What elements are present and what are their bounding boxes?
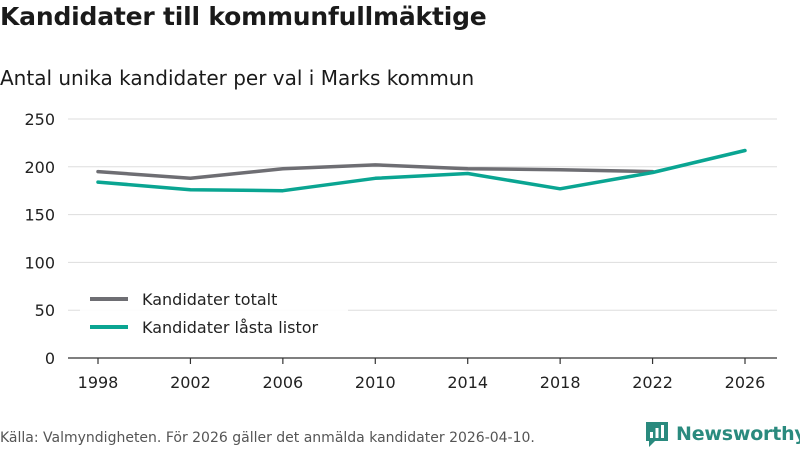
x-tick-label: 2018 [540,373,581,392]
legend-label: Kandidater totalt [142,290,277,309]
y-tick-label: 150 [24,206,55,225]
y-tick-label: 0 [45,349,55,368]
y-tick-label: 200 [24,158,55,177]
x-tick-label: 1998 [78,373,119,392]
x-tick-label: 2014 [447,373,488,392]
y-tick-label: 50 [35,301,55,320]
x-tick-label: 2026 [725,373,766,392]
series-line-kandidater-totalt [96,163,655,181]
newsworthy-logo: Newsworthy [644,420,800,448]
chart-title: Kandidater till kommunfullmäktige [0,2,487,31]
source-note: Källa: Valmyndigheten. För 2026 gäller d… [0,430,535,446]
newsworthy-logo-icon [646,422,668,447]
x-tick-label: 2006 [262,373,303,392]
newsworthy-logo-text: Newsworthy [676,423,800,445]
series-line-kandidater-lasta-listor [96,148,747,193]
y-tick-label: 100 [24,253,55,272]
x-tick-label: 2002 [170,373,211,392]
y-tick-label: 250 [24,110,55,129]
x-tick-label: 2022 [632,373,673,392]
chart-subtitle: Antal unika kandidater per val i Marks k… [0,66,475,90]
x-tick-label: 2010 [355,373,396,392]
legend-background [80,284,348,344]
legend-label: Kandidater låsta listor [142,318,319,337]
